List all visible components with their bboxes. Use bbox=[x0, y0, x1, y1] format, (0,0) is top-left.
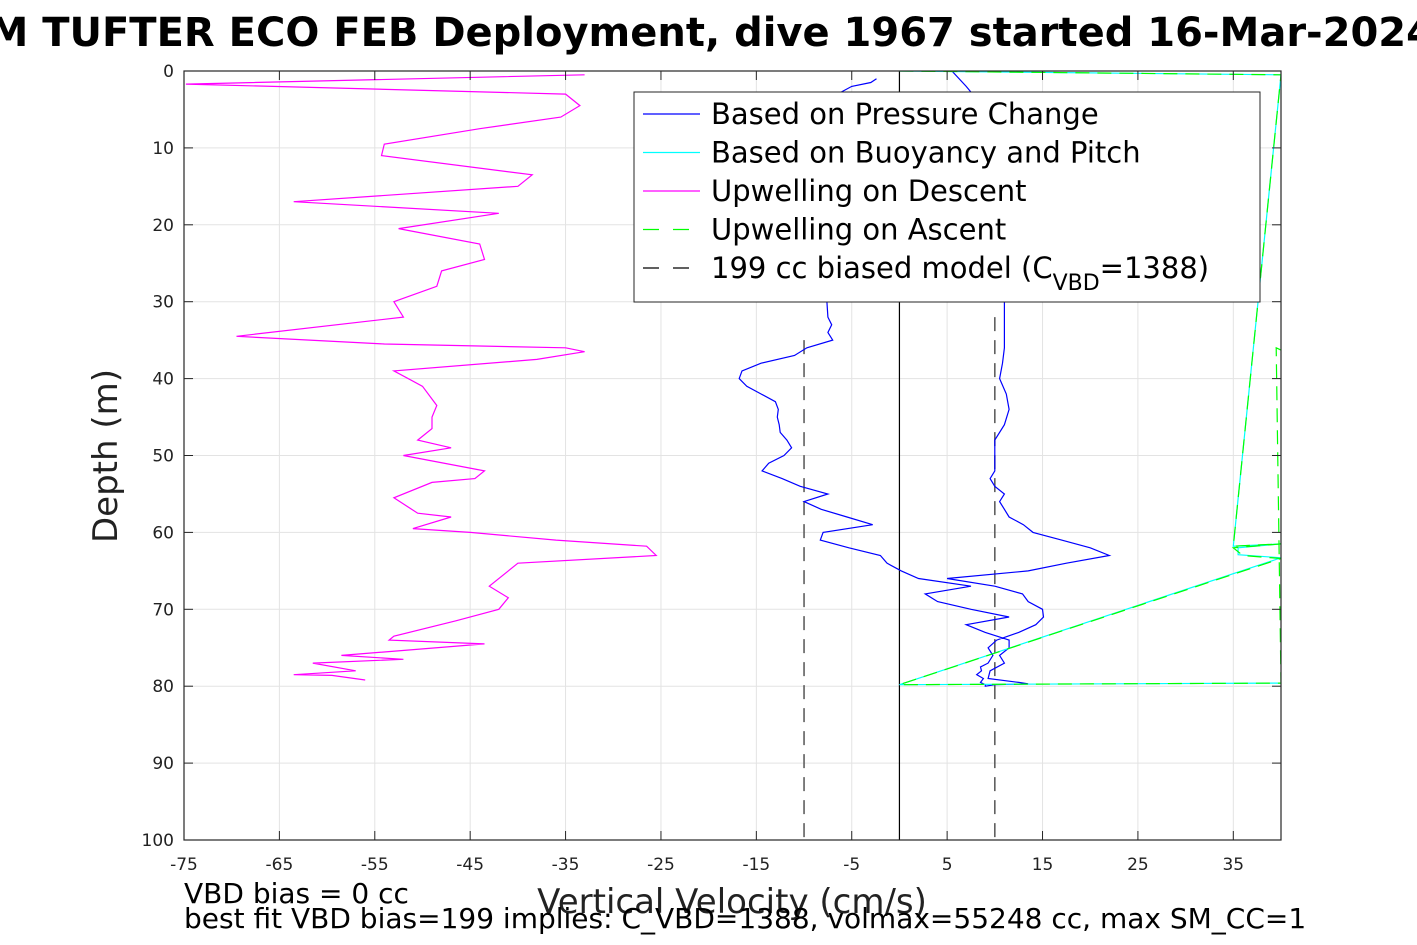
y-tick-label: 40 bbox=[152, 370, 174, 390]
legend: Based on Pressure Change Based on Buoyanc… bbox=[633, 91, 1261, 303]
y-tick-label: 70 bbox=[152, 600, 174, 620]
x-tick-label: 5 bbox=[942, 855, 953, 875]
x-tick-label: -55 bbox=[361, 855, 389, 875]
y-tick-label: 80 bbox=[152, 677, 174, 697]
x-tick-label: -35 bbox=[552, 855, 580, 875]
x-tick-label: -25 bbox=[647, 855, 675, 875]
x-tick-label: 35 bbox=[1222, 855, 1244, 875]
x-tick-label: 15 bbox=[1032, 855, 1054, 875]
x-tick-label: -15 bbox=[742, 855, 770, 875]
legend-label: Upwelling on Ascent bbox=[711, 213, 1006, 247]
legend-label: 199 cc biased model (CVBD=1388) bbox=[711, 251, 1209, 296]
best-fit-note: best fit VBD bias=199 implies: C_VBD=138… bbox=[184, 902, 1306, 935]
y-tick-label: 50 bbox=[152, 447, 174, 467]
legend-label: Upwelling on Descent bbox=[711, 174, 1027, 208]
series-upwelling-on-descent bbox=[185, 74, 658, 681]
x-tick-label: 25 bbox=[1127, 855, 1149, 875]
x-tick-label: -75 bbox=[170, 855, 198, 875]
y-tick-label: 100 bbox=[142, 831, 174, 851]
y-tick-label: 0 bbox=[163, 62, 174, 82]
vbd-bias-note: VBD bias = 0 cc bbox=[184, 877, 409, 910]
y-tick-label: 60 bbox=[152, 523, 174, 543]
legend-label: Based on Buoyancy and Pitch bbox=[711, 136, 1141, 170]
x-axis-label: Vertical Velocity (cm/s) bbox=[537, 882, 927, 922]
axis-ticks: -75 -65 -55 -45 -35 -25 -15 -5 5 15 25 350102030405… bbox=[142, 62, 1281, 875]
y-axis-label: Depth (m) bbox=[86, 369, 126, 543]
series-upwelling-on-ascent bbox=[899, 71, 1281, 686]
y-tick-label: 10 bbox=[152, 139, 174, 159]
legend-box bbox=[633, 91, 1261, 303]
y-tick-label: 20 bbox=[152, 216, 174, 236]
x-tick-label: -5 bbox=[843, 855, 860, 875]
legend-label: Based on Pressure Change bbox=[711, 97, 1099, 131]
y-tick-label: 90 bbox=[152, 754, 174, 774]
y-tick-label: 30 bbox=[152, 293, 174, 313]
series-based-on-pressure-change bbox=[738, 71, 1112, 687]
chart-title: SG219 GoM TUFTER ECO FEB Deployment, div… bbox=[0, 10, 1417, 56]
x-tick-label: -65 bbox=[266, 855, 294, 875]
x-tick-label: -45 bbox=[456, 855, 484, 875]
